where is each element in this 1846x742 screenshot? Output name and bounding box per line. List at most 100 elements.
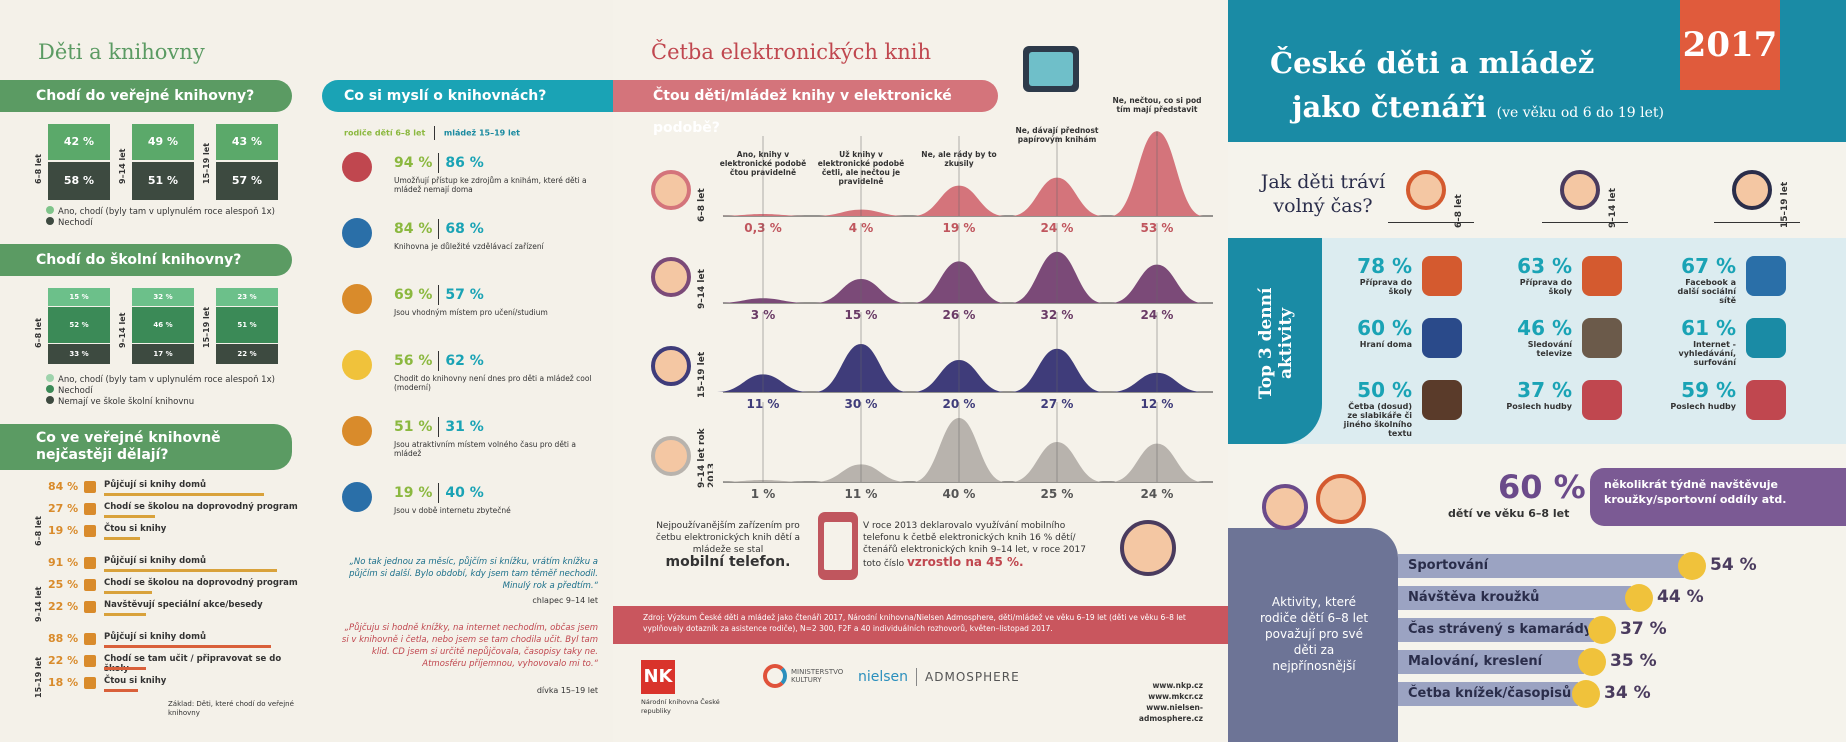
- nielsen-logo: nielsen ADMOSPHERE: [858, 668, 1020, 686]
- bar-none: 17 %: [132, 344, 194, 364]
- parents-pct: 94 %: [394, 155, 433, 171]
- age-label: 6–8 let: [34, 154, 43, 184]
- activity-label: Chodí se tam učit / připravovat se do šk…: [104, 654, 282, 674]
- bar-yes: 15 %: [48, 288, 110, 306]
- book-icon: [342, 152, 372, 182]
- panel-libraries: Děti a knihovny Chodí do veřejné knihovn…: [0, 0, 308, 742]
- facebook-icon: [1746, 256, 1786, 296]
- activity-pct: 18 %: [48, 676, 79, 689]
- activity-bar-pct: 44 %: [1657, 587, 1704, 607]
- curve-value: 11 %: [845, 487, 878, 500]
- url-nielsen[interactable]: www.nielsen-admosphere.cz: [1138, 703, 1203, 723]
- section-ebooks: Čtou děti/mládež knihy v elektronické po…: [613, 80, 998, 136]
- search-globe-icon: [1746, 318, 1786, 358]
- activity-icon: [84, 503, 96, 515]
- title-subtitle: (ve věku od 6 do 19 let): [1496, 105, 1665, 121]
- activity-label: Chodí se školou na doprovodný program: [104, 578, 298, 588]
- football-icon: [1678, 552, 1706, 580]
- main-title: České děti a mládež: [1270, 46, 1595, 80]
- column-header: Ne, nečtou, co si pod tím mají představi…: [1113, 96, 1202, 114]
- top3-label: Top 3 denní aktivity: [1256, 287, 1296, 399]
- headphones-icon: [1746, 380, 1786, 420]
- age-header: 9–14 let: [1608, 188, 1618, 228]
- parents-pct: 56 %: [394, 353, 433, 369]
- activity-pct: 19 %: [48, 524, 79, 537]
- row-label-text: 9–14 let: [697, 269, 707, 309]
- bar-no: 57 %: [216, 162, 278, 200]
- activity-pct: 27 %: [48, 502, 79, 515]
- device-highlight: mobilní telefon.: [665, 554, 791, 570]
- bar-yes: 42 %: [48, 124, 110, 160]
- urls: www.nkp.cz www.mkcr.cz www.nielsen-admos…: [1083, 680, 1203, 724]
- title-line2: jako čtenáři: [1292, 90, 1487, 124]
- youth-pct: 40 %: [445, 485, 484, 501]
- top3-tab: Top 3 denní aktivity: [1228, 238, 1322, 444]
- age-underline: [1542, 222, 1628, 223]
- bar-no: 51 %: [132, 162, 194, 200]
- legend-item: Ano, chodí (byly tam v uplynulém roce al…: [58, 375, 275, 385]
- activity-label: Příprava do školy: [1359, 278, 1412, 296]
- activity-pct: 25 %: [48, 578, 79, 591]
- activity-bar: Malování, kreslení: [1398, 650, 1584, 674]
- year2013-text: V roce 2013 deklarovalo využívání mobiln…: [863, 520, 1103, 570]
- kids-panel-text: Aktivity, které rodiče dětí 6–8 let pova…: [1259, 595, 1369, 673]
- url-nkp[interactable]: www.nkp.cz: [1152, 681, 1203, 690]
- age-header: 15–19 let: [1780, 181, 1790, 228]
- activity-pct: 78 %: [1357, 254, 1412, 278]
- nk-logo-mark: NK: [641, 660, 675, 694]
- activity-pct: 91 %: [48, 556, 79, 569]
- sunglasses-icon: [342, 350, 372, 380]
- activity-icon: [84, 481, 96, 493]
- activity-pct: 59 %: [1681, 378, 1736, 402]
- youth-pct: 57 %: [445, 287, 484, 303]
- curve-value: 24 %: [1141, 487, 1174, 500]
- activity-bar: [104, 613, 146, 616]
- age-label: 9–14 let: [118, 312, 127, 348]
- bar-no: 52 %: [48, 307, 110, 343]
- bar-none: 22 %: [216, 344, 278, 364]
- scooter-icon: [1422, 318, 1462, 358]
- activity-pct: 50 %: [1357, 378, 1412, 402]
- activity-bar-pct: 34 %: [1604, 683, 1651, 703]
- divider: [438, 482, 440, 503]
- activity-label: Čtou si knihy: [104, 676, 167, 686]
- activity-pct: 88 %: [48, 632, 79, 645]
- divider: [438, 350, 440, 371]
- tablet-icon: [1023, 46, 1079, 92]
- child-avatar-icon: [651, 346, 691, 386]
- child-avatar-icon: [651, 257, 691, 297]
- bar-yes: 32 %: [132, 288, 194, 306]
- divider: [438, 218, 440, 239]
- panel-title: Četba elektronických knih: [651, 40, 932, 64]
- friends-icon: [1588, 616, 1616, 644]
- url-mkcr[interactable]: www.mkcr.cz: [1148, 692, 1203, 701]
- activity-bar-pct: 37 %: [1620, 619, 1667, 639]
- panel-ebooks: Četba elektronických knih Čtou děti/mlád…: [613, 0, 1228, 742]
- quote-girl: „Půjčuju si hodně knížky, na internet ne…: [341, 623, 598, 669]
- opinion-text: Umožňují přístup ke zdrojům a knihám, kt…: [394, 176, 587, 194]
- opinion-legend: rodiče dětí 6–8 let mládež 15–19 let: [344, 126, 520, 140]
- age-header: 6–8 let: [1454, 194, 1464, 228]
- quote-girl-author: dívka 15–19 let: [536, 686, 598, 695]
- leisure-question: Jak děti tráví volný čas?: [1260, 171, 1386, 217]
- youth-pct: 62 %: [445, 353, 484, 369]
- row-label-text: 15–19 let: [697, 351, 707, 398]
- year2013-highlight: vzrostlo na 45 %.: [906, 555, 1024, 569]
- divider: [438, 416, 440, 437]
- row-label: 9–14 let rok 2013: [697, 428, 713, 488]
- legend-item: Nechodí: [58, 386, 93, 396]
- plant-icon: [1625, 584, 1653, 612]
- activity-bar: [104, 515, 155, 518]
- opinion-text: Jsou v době internetu zbytečné: [394, 506, 511, 515]
- row-label: 6–8 let: [697, 188, 707, 222]
- opinion-text: Chodit do knihovny není dnes pro děti a …: [394, 374, 592, 392]
- youth-pct: 86 %: [445, 155, 484, 171]
- activity-pct: 84 %: [48, 480, 79, 493]
- opinion-values: 56 % 62 %: [394, 350, 484, 371]
- parents-pct: 84 %: [394, 221, 433, 237]
- activity-label: Půjčují si knihy domů: [104, 556, 207, 566]
- curve-value: 40 %: [943, 487, 976, 500]
- device-text: Nejpoužívanějším zařízením pro četbu ele…: [643, 520, 813, 570]
- activity-icon: [84, 633, 96, 645]
- footnote: Základ: Děti, které chodí do veřejné kni…: [168, 700, 294, 717]
